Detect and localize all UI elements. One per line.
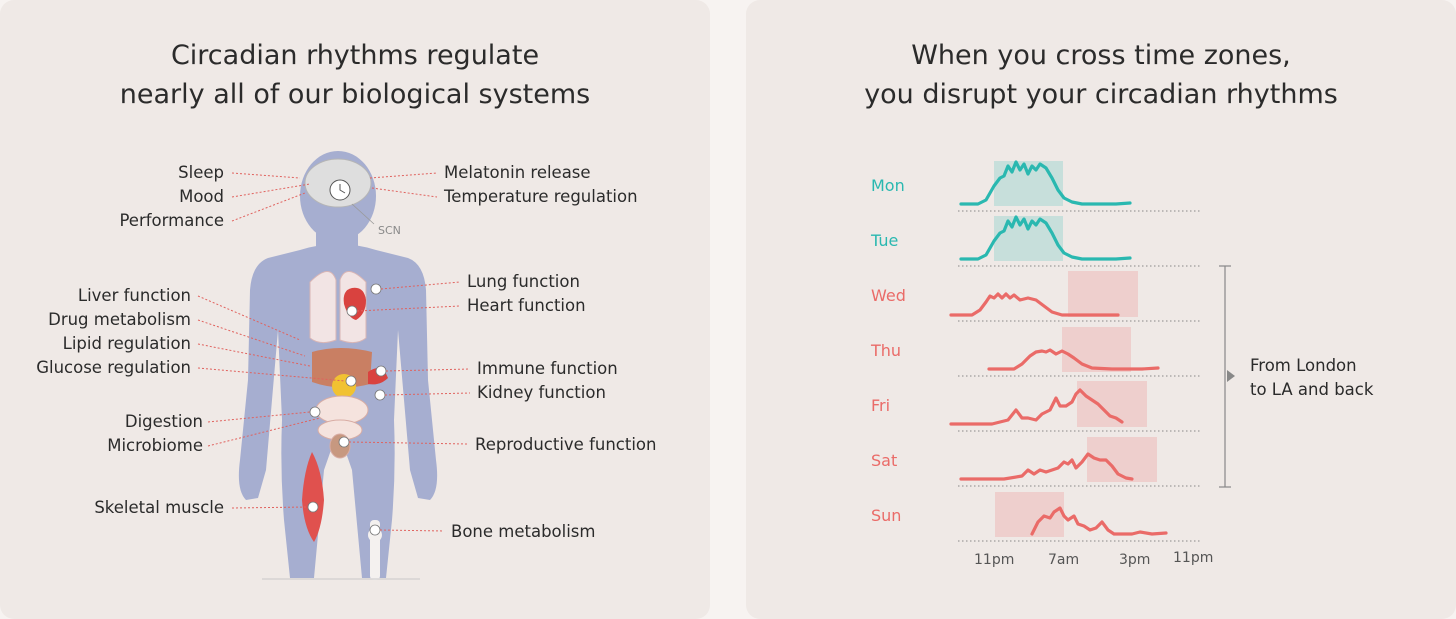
trace-fri: [949, 388, 1124, 426]
label-microbiome: Microbiome: [107, 436, 203, 455]
bracket-arrow-icon: [1227, 370, 1235, 382]
bracket: [1219, 265, 1231, 488]
day-label-tue: Tue: [871, 231, 899, 250]
trace-mon: [959, 160, 1132, 206]
bracket-label-line1: From London: [1250, 356, 1357, 375]
left-panel: Circadian rhythms regulate nearly all of…: [0, 0, 710, 619]
day-label-fri: Fri: [871, 396, 891, 415]
x-tick-3: 3pm: [1119, 552, 1151, 568]
liver-organ: [312, 348, 372, 388]
x-tick-4: 11pm: [1173, 550, 1214, 566]
label-sleep: Sleep: [178, 163, 224, 182]
day-label-thu: Thu: [871, 341, 902, 360]
day-baselines: [958, 210, 1201, 542]
label-liver: Liver function: [77, 286, 191, 305]
leader-lines: [197, 172, 471, 532]
right-title-line1: When you cross time zones,: [911, 40, 1291, 71]
sleep-window-wed: [1068, 271, 1138, 317]
x-tick-2: 7am: [1048, 552, 1080, 568]
trace-sat: [959, 452, 1134, 481]
trace-tue: [959, 215, 1132, 261]
sleep-window-thu: [1062, 327, 1131, 372]
label-lipid: Lipid regulation: [62, 334, 191, 353]
body-diagram: [197, 151, 471, 580]
sleep-window-fri: [1077, 381, 1147, 427]
trace-thu: [987, 348, 1160, 371]
label-reproductive: Reproductive function: [475, 435, 657, 454]
label-performance: Performance: [119, 211, 224, 230]
label-skeletal: Skeletal muscle: [94, 498, 224, 517]
label-temperature: Temperature regulation: [444, 187, 638, 206]
brain-organ: [304, 158, 372, 208]
left-title-line2: nearly all of our biological systems: [119, 79, 591, 110]
intestines-organ: [315, 395, 369, 459]
day-label-sat: Sat: [871, 451, 898, 470]
day-label-wed: Wed: [871, 286, 906, 305]
label-heart: Heart function: [467, 296, 586, 315]
day-label-mon: Mon: [871, 176, 905, 195]
label-glucose: Glucose regulation: [36, 358, 191, 377]
label-bone: Bone metabolism: [451, 522, 596, 541]
label-melatonin: Melatonin release: [444, 163, 591, 182]
label-drug: Drug metabolism: [48, 310, 191, 329]
bracket-label-line2: to LA and back: [1250, 380, 1374, 399]
left-title: Circadian rhythms regulate nearly all of…: [0, 36, 710, 114]
label-digestion: Digestion: [124, 412, 203, 431]
scn-pointer: [351, 203, 375, 225]
label-lung: Lung function: [467, 272, 580, 291]
left-title-line1: Circadian rhythms regulate: [170, 40, 540, 71]
label-immune: Immune function: [477, 359, 618, 378]
right-panel: When you cross time zones, you disrupt y…: [746, 0, 1456, 619]
label-scn: SCN: [378, 224, 401, 237]
trace-wed: [949, 292, 1120, 317]
label-kidney: Kidney function: [477, 383, 606, 402]
rhythm-chart: [949, 160, 1235, 542]
label-mood: Mood: [179, 187, 224, 206]
day-label-sun: Sun: [871, 506, 902, 525]
right-title-line2: you disrupt your circadian rhythms: [864, 79, 1338, 110]
x-tick-1: 11pm: [974, 552, 1015, 568]
sleep-window-mon: [994, 161, 1063, 206]
trace-sun: [1030, 506, 1168, 536]
sleep-window-tue: [994, 216, 1063, 261]
skeletal-muscle-organ: [302, 452, 324, 542]
right-title: When you cross time zones, you disrupt y…: [746, 36, 1456, 114]
